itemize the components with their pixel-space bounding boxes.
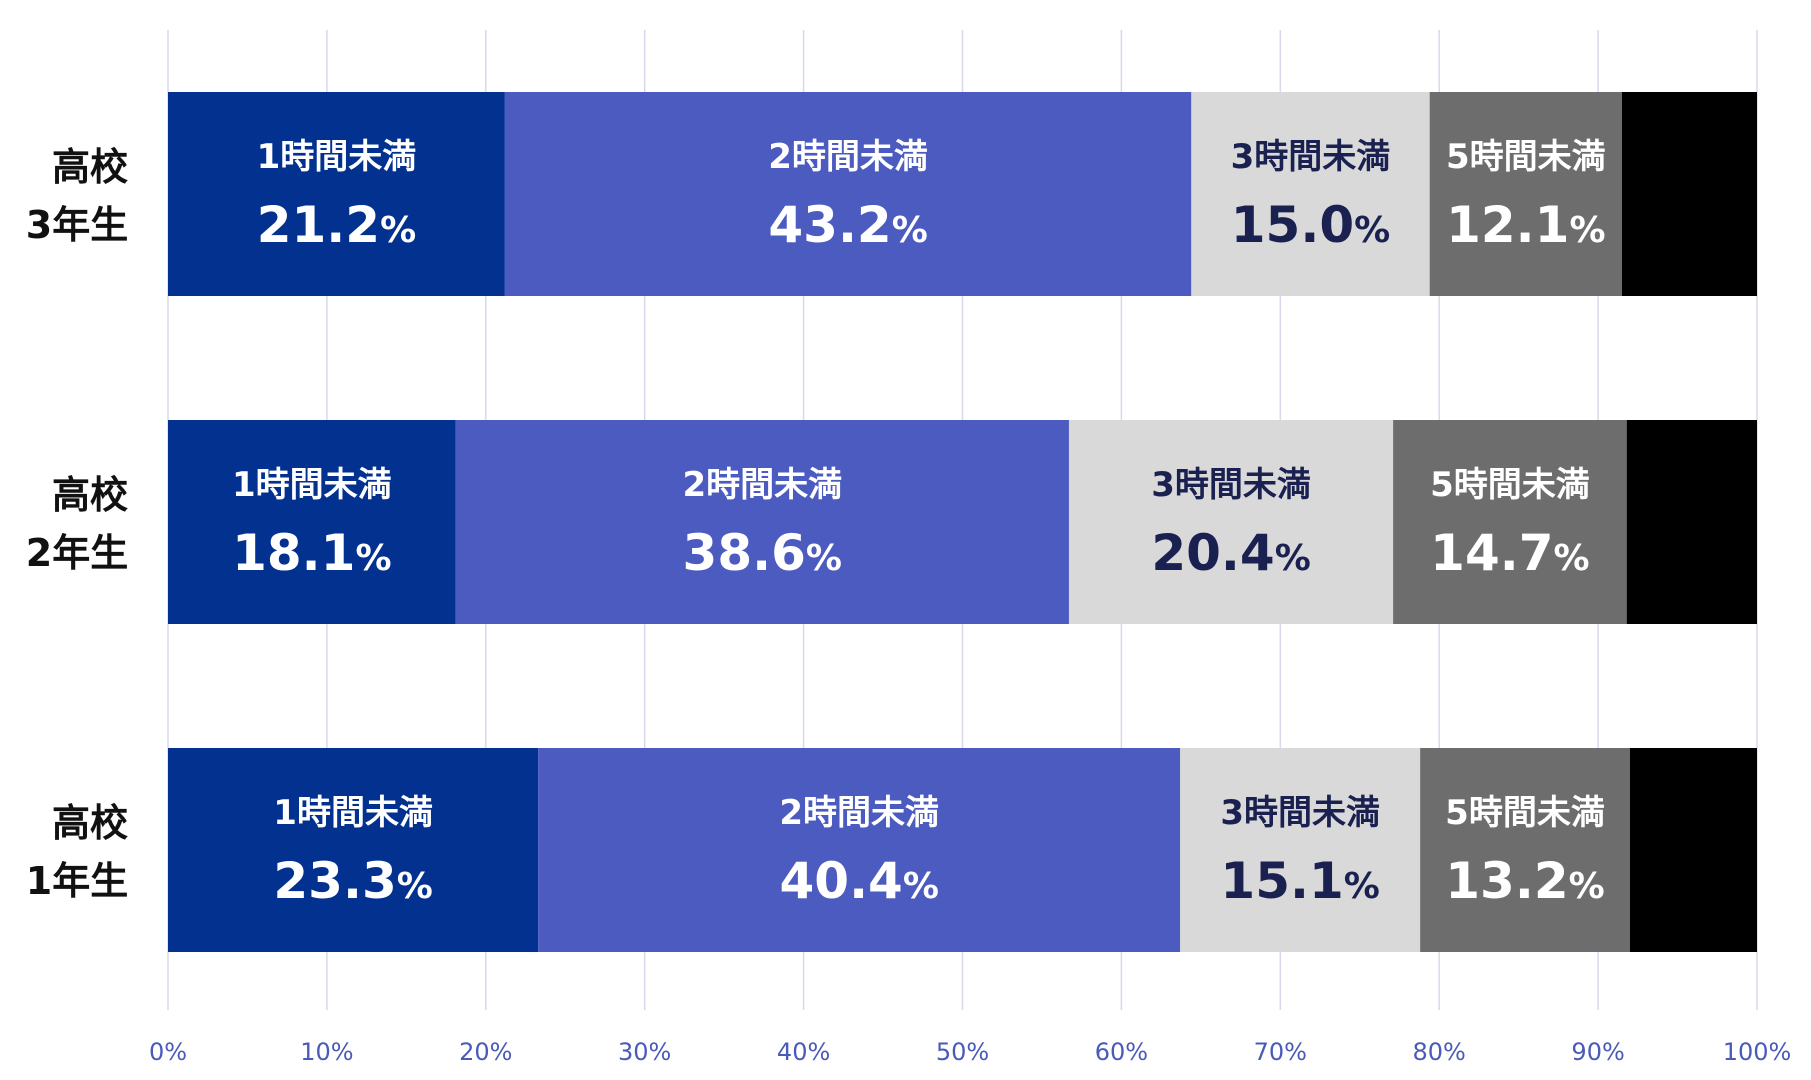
bar-segment bbox=[1068, 420, 1394, 624]
category-label: 1年生 bbox=[26, 859, 128, 903]
bar-segment bbox=[504, 92, 1192, 296]
x-tick-label: 70% bbox=[1254, 1038, 1307, 1066]
segment-label: 5時間未満 bbox=[1430, 465, 1590, 505]
bar-segment bbox=[168, 420, 456, 624]
bar-segment bbox=[1429, 92, 1622, 296]
x-tick-label: 40% bbox=[777, 1038, 830, 1066]
x-tick-label: 100% bbox=[1723, 1038, 1792, 1066]
segment-label: 1時間未満 bbox=[232, 465, 392, 505]
bars: 1時間未満21.2%2時間未満43.2%3時間未満15.0%5時間未満12.1%… bbox=[168, 92, 1757, 952]
bar-segment bbox=[538, 748, 1181, 952]
category-label: 高校 bbox=[52, 801, 128, 845]
x-tick-label: 60% bbox=[1095, 1038, 1148, 1066]
segment-label: 5時間未満 bbox=[1446, 137, 1606, 177]
segment-label: 1時間未満 bbox=[273, 793, 433, 833]
x-tick-label: 90% bbox=[1571, 1038, 1624, 1066]
category-label: 3年生 bbox=[26, 203, 128, 247]
category-label: 高校 bbox=[52, 473, 128, 517]
x-tick-label: 10% bbox=[300, 1038, 353, 1066]
bar-segment bbox=[1621, 92, 1757, 296]
x-tick-label: 20% bbox=[459, 1038, 512, 1066]
bar-segment bbox=[1629, 748, 1757, 952]
x-tick-label: 80% bbox=[1413, 1038, 1466, 1066]
segment-label: 1時間未満 bbox=[257, 137, 417, 177]
segment-label: 2時間未満 bbox=[768, 137, 928, 177]
data-label: 43.2% bbox=[768, 196, 927, 254]
bar-segment bbox=[455, 420, 1069, 624]
segment-label: 3時間未満 bbox=[1220, 793, 1380, 833]
bar-segment bbox=[1393, 420, 1627, 624]
data-label: 14.7% bbox=[1430, 524, 1589, 582]
bar-segment bbox=[168, 92, 505, 296]
bar-segment bbox=[168, 748, 539, 952]
x-tick-label: 30% bbox=[618, 1038, 671, 1066]
segment-label: 5時間未満 bbox=[1445, 793, 1605, 833]
bar-segment bbox=[1191, 92, 1430, 296]
bar-segment bbox=[1420, 748, 1630, 952]
segment-label: 3時間未満 bbox=[1151, 465, 1311, 505]
bar-segment bbox=[1180, 748, 1421, 952]
x-tick-label: 0% bbox=[149, 1038, 187, 1066]
segment-label: 2時間未満 bbox=[779, 793, 939, 833]
segment-label: 2時間未満 bbox=[682, 465, 842, 505]
category-label: 高校 bbox=[52, 145, 128, 189]
bar-segment bbox=[1626, 420, 1757, 624]
category-label: 2年生 bbox=[26, 531, 128, 575]
x-tick-label: 50% bbox=[936, 1038, 989, 1066]
segment-label: 3時間未満 bbox=[1231, 137, 1391, 177]
x-axis-ticks: 0% 10% 20% 30% 40% 50% 60% 70% 80% 90% 100% bbox=[149, 1038, 1791, 1066]
